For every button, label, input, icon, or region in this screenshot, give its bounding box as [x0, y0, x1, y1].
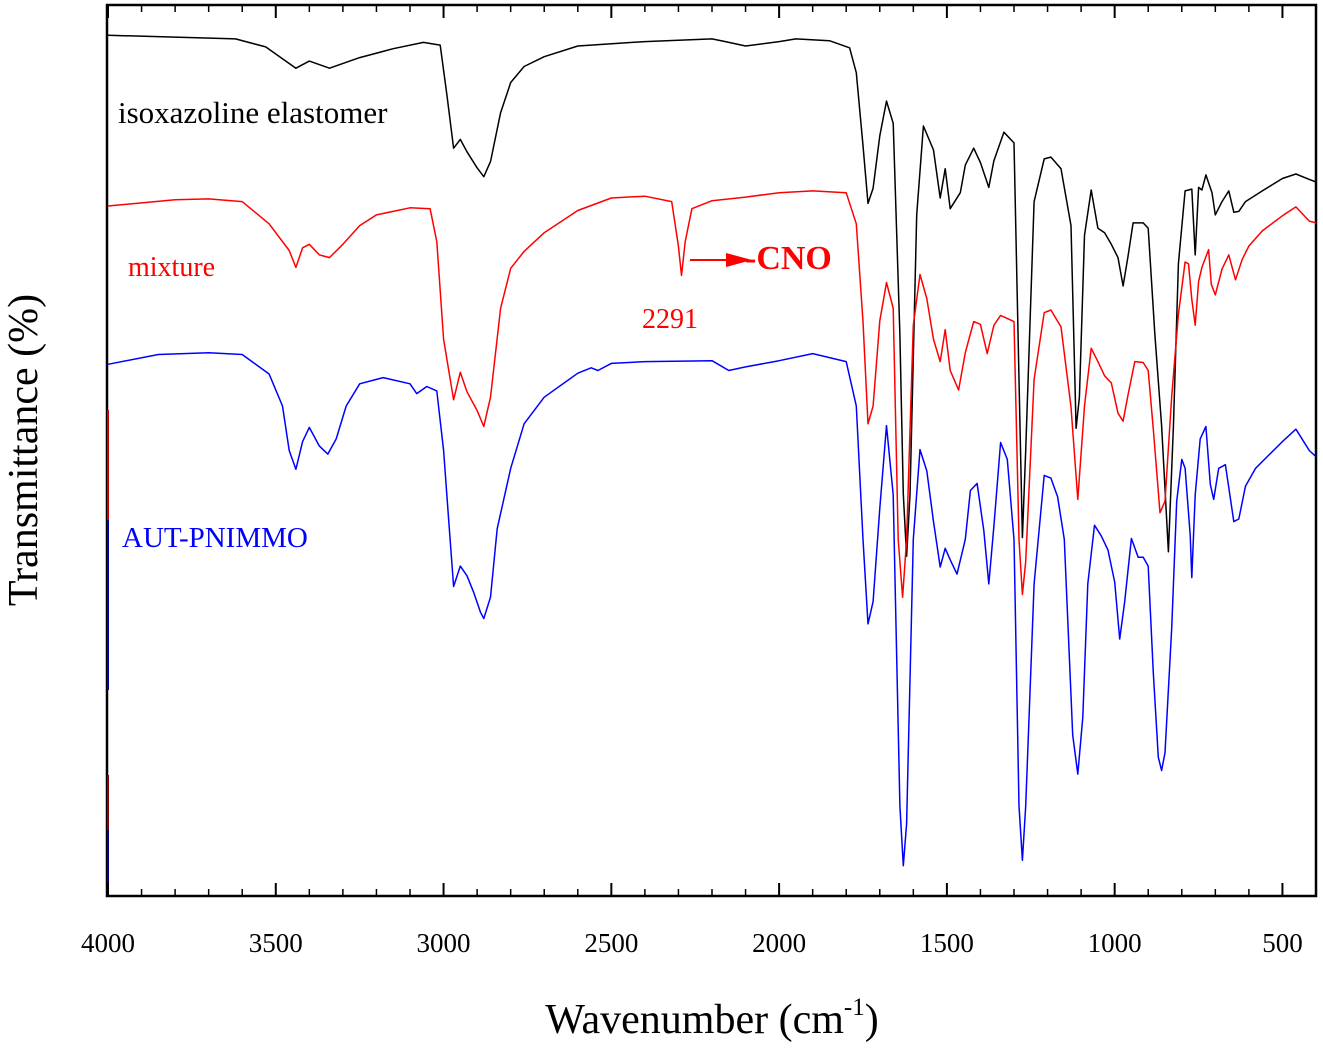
x-tick-label-1000: 1000	[1088, 928, 1142, 958]
plot-frame	[105, 3, 1318, 898]
series-line-mixture	[107, 190, 1317, 598]
series-label-mixture: mixture	[128, 252, 215, 283]
x-tick-label-500: 500	[1262, 928, 1303, 958]
x-tick-label-1500: 1500	[920, 928, 974, 958]
x-tick-label-2000: 2000	[752, 928, 806, 958]
annotation-arrow-head	[726, 253, 752, 267]
series-label-isoxazoline: isoxazoline elastomer	[118, 95, 388, 130]
x-axis-ticks	[107, 6, 1317, 895]
y-axis-title: Transmittance (%)	[1, 294, 47, 606]
series-line-isoxazoline-elastomer	[107, 34, 1317, 558]
x-tick-label-2500: 2500	[584, 928, 638, 958]
series-lines	[107, 34, 1317, 867]
x-axis-title: Wavenumber (cm-1)	[545, 994, 878, 1043]
x-axis-title-superscript: -1	[844, 994, 865, 1021]
x-tick-label-4000: 4000	[81, 928, 135, 958]
series-label-aut-pnimmo: AUT-PNIMMO	[122, 522, 308, 554]
x-axis-tick-labels: 4000 3500 3000 2500 2000 1500 1000 500	[81, 928, 1303, 958]
annotation-cno: -CNO	[745, 240, 832, 277]
annotation-peak-2291: 2291	[642, 304, 698, 335]
series-line-aut-pnimmo	[107, 351, 1317, 867]
x-tick-label-3500: 3500	[249, 928, 303, 958]
x-tick-label-3000: 3000	[417, 928, 471, 958]
